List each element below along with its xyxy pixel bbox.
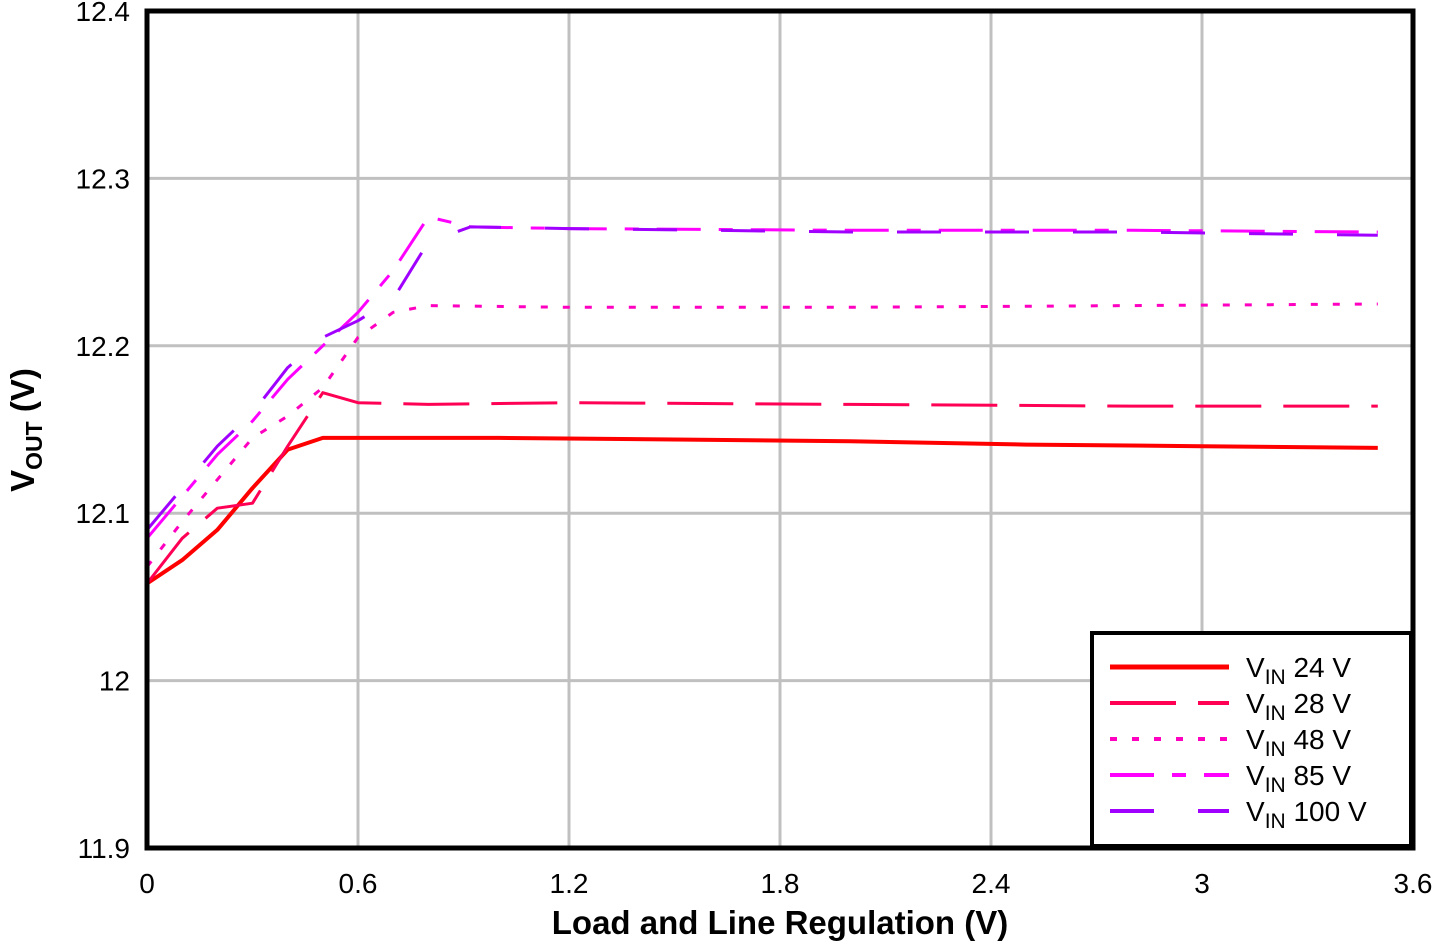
x-tick-label: 0 [139, 868, 155, 899]
legend-label: VIN 100 V [1246, 796, 1367, 833]
x-axis-ticks: 0 0.6 1.2 1.8 2.4 3 3.6 [139, 868, 1432, 899]
y-tick-label: 11.9 [78, 833, 130, 864]
x-tick-label: 2.4 [972, 868, 1011, 899]
series-line [145, 215, 1378, 540]
plot-frame [144, 8, 1416, 851]
legend-label: VIN 24 V [1246, 652, 1351, 689]
legend-label: VIN 48 V [1246, 724, 1351, 761]
y-axis-title-main: V [4, 470, 41, 492]
svg-text:VOUT (V): VOUT (V) [4, 368, 47, 492]
y-axis-title-sub: OUT [21, 421, 47, 470]
x-tick-label: 1.2 [550, 868, 589, 899]
series-line [145, 225, 1378, 531]
x-tick-label: 3 [1194, 868, 1210, 899]
y-axis-ticks: 12.4 12.3 12.2 12.1 12 11.9 [76, 0, 131, 864]
y-axis-title: VOUT (V) [4, 368, 47, 492]
x-tick-label: 1.8 [761, 868, 800, 899]
x-tick-label: 3.6 [1394, 868, 1433, 899]
x-axis-title: Load and Line Regulation (V) [552, 904, 1009, 941]
legend-label: VIN 85 V [1246, 760, 1351, 797]
y-tick-label: 12.4 [76, 0, 131, 27]
y-tick-label: 12.1 [76, 498, 131, 529]
y-tick-label: 12.2 [76, 331, 131, 362]
series-line [145, 391, 1378, 585]
y-axis-title-suffix: (V) [4, 368, 41, 421]
legend-label: VIN 28 V [1246, 688, 1351, 725]
data-series [145, 215, 1378, 586]
series-line [145, 435, 1378, 586]
y-tick-label: 12.3 [76, 163, 131, 194]
series-line [145, 302, 1378, 568]
y-tick-label: 12 [99, 666, 130, 697]
x-tick-label: 0.6 [339, 868, 378, 899]
